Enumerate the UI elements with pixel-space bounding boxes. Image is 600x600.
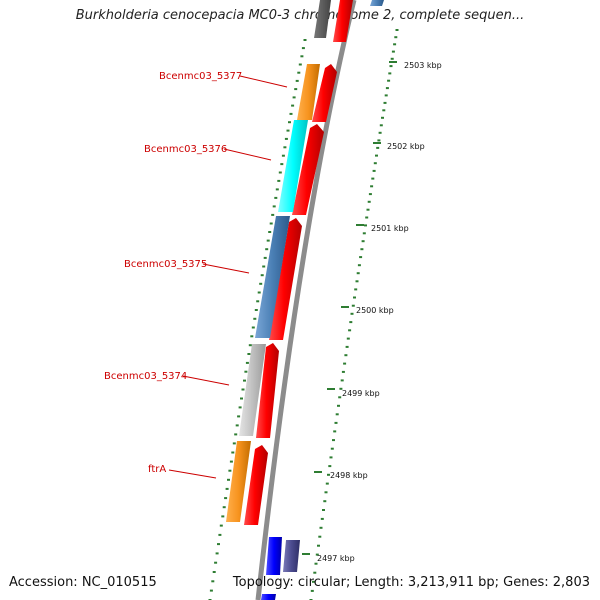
forward-strand-track bbox=[244, 0, 353, 525]
map-title: Burkholderia cenocepacia MC0-3 chromosom… bbox=[75, 8, 525, 23]
topology-text: Topology: circular; Length: 3,213,911 bp… bbox=[232, 575, 590, 590]
gene-label-track: Bcenmc03_5377 Bcenmc03_5376 Bcenmc03_537… bbox=[104, 71, 288, 479]
genome-backbone bbox=[255, 0, 357, 600]
reverse-strand-track bbox=[226, 0, 331, 600]
gene-label-ftra[interactable]: ftrA bbox=[148, 464, 166, 475]
gene-label-bcenmc03-5374[interactable]: Bcenmc03_5374 bbox=[104, 371, 187, 382]
gene-label-leader bbox=[239, 75, 288, 88]
gene-label-leader bbox=[223, 148, 272, 161]
gene-label-leader bbox=[202, 263, 250, 274]
cds-feature[interactable] bbox=[292, 124, 324, 215]
cds-feature[interactable] bbox=[333, 0, 353, 42]
gene-feature-bcenmc03-5374[interactable] bbox=[239, 344, 266, 436]
scale-label: 2497 kbp bbox=[317, 554, 355, 563]
gene-label-bcenmc03-5377[interactable]: Bcenmc03_5377 bbox=[159, 71, 242, 82]
cds-feature[interactable] bbox=[312, 64, 337, 122]
scale-label: 2499 kbp bbox=[342, 389, 380, 398]
gene-feature[interactable] bbox=[261, 594, 276, 600]
scale-label: 2498 kbp bbox=[330, 471, 368, 480]
outer-tick-track bbox=[309, 29, 399, 600]
scale-label: 2501 kbp bbox=[371, 224, 409, 233]
scale-label: 2500 kbp bbox=[356, 306, 394, 315]
gene-label-bcenmc03-5376[interactable]: Bcenmc03_5376 bbox=[144, 144, 227, 155]
cds-feature[interactable] bbox=[269, 218, 302, 340]
gene-feature[interactable] bbox=[266, 537, 282, 575]
gene-feature-bcenmc03-5377[interactable] bbox=[297, 64, 320, 120]
gene-feature-bcenmc03-5375[interactable] bbox=[255, 216, 290, 338]
inner-tick-track bbox=[208, 39, 307, 600]
gene-feature[interactable] bbox=[370, 0, 384, 6]
scale-label: 2502 kbp bbox=[387, 142, 425, 151]
gene-feature-bcenmc03-5376[interactable] bbox=[278, 120, 308, 212]
scale-label: 2503 kbp bbox=[404, 61, 442, 70]
gene-feature[interactable] bbox=[314, 0, 331, 38]
gene-feature[interactable] bbox=[283, 540, 300, 572]
gene-label-leader bbox=[182, 375, 230, 386]
gene-feature-ftra[interactable] bbox=[226, 441, 251, 522]
accession-text: Accession: NC_010515 bbox=[9, 575, 157, 590]
cds-feature[interactable] bbox=[256, 343, 279, 438]
cds-feature[interactable] bbox=[244, 445, 268, 525]
scale-track: 2503 kbp 2502 kbp 2501 kbp 2500 kbp 2499… bbox=[302, 61, 442, 563]
gene-label-leader bbox=[168, 469, 217, 479]
gene-label-bcenmc03-5375[interactable]: Bcenmc03_5375 bbox=[124, 259, 207, 270]
